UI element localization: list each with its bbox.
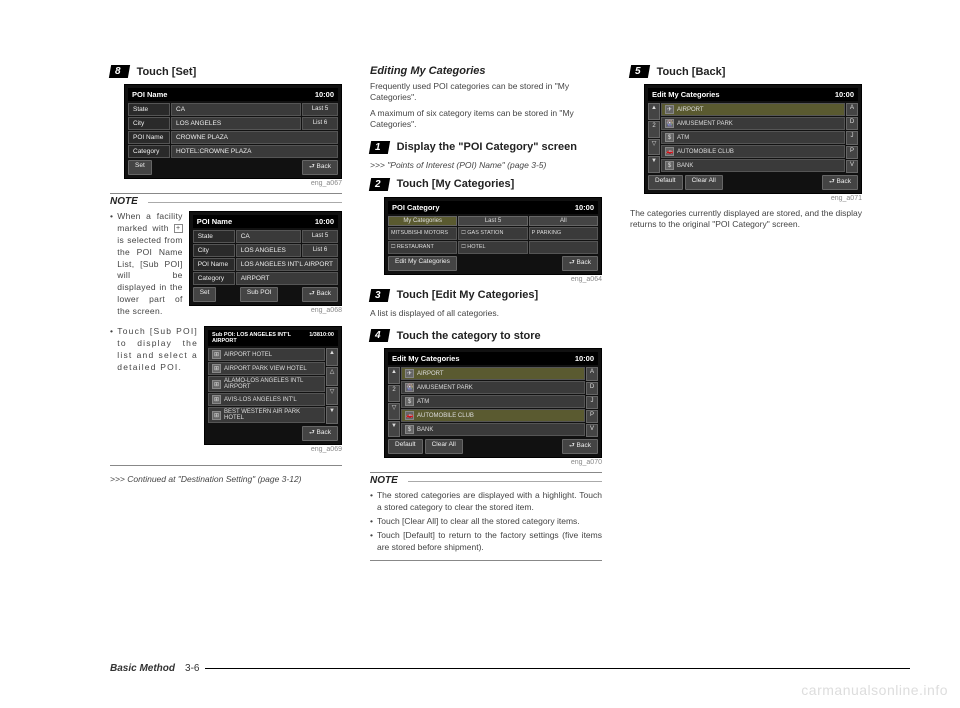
caption: eng_a069 — [204, 446, 342, 453]
intro-text: Frequently used POI categories can be st… — [370, 81, 602, 104]
caption: eng_a071 — [630, 195, 862, 202]
scrollbar[interactable]: ▲△▽▼ — [326, 348, 338, 424]
edit-categories-button[interactable]: Edit My Categories — [388, 256, 457, 271]
note-row-1: •When a facility marked with + is select… — [110, 211, 342, 320]
caption: eng_a068 — [189, 307, 342, 314]
divider — [370, 560, 602, 561]
screenshot-poi-name: POI Name10:00 StateCALast 5CityLOS ANGEL… — [124, 84, 342, 179]
back-button[interactable]: ⮐ Back — [562, 439, 598, 454]
note-row-2: •Touch [Sub POI] to display the list and… — [110, 326, 342, 459]
continued-ref: >>> Continued at "Destination Setting" (… — [110, 474, 342, 484]
reference: >>> "Points of Interest (POI) Name" (pag… — [370, 160, 602, 170]
scrollbar[interactable]: ADJPV — [586, 367, 598, 437]
page-content: 8 Touch [Set] POI Name10:00 StateCALast … — [0, 0, 960, 599]
clear-all-button[interactable]: Clear All — [425, 439, 463, 454]
step-title: Touch [Edit My Categories] — [397, 289, 539, 301]
screenshot-poi-subpoi: POI Name10:00 StateCALast 5CityLOS ANGEL… — [189, 211, 342, 306]
step-2-heading: 2 Touch [My Categories] — [370, 178, 602, 191]
plus-icon: + — [174, 224, 183, 233]
note-heading: NOTE — [110, 193, 342, 207]
step-num-icon: 5 — [629, 65, 650, 78]
section-heading: Editing My Categories — [370, 65, 602, 77]
step-num-icon: 1 — [369, 141, 390, 154]
default-button[interactable]: Default — [648, 175, 683, 190]
column-1: 8 Touch [Set] POI Name10:00 StateCALast … — [110, 65, 342, 569]
step-8-heading: 8 Touch [Set] — [110, 65, 342, 78]
screenshot-edit-categories-back: Edit My Categories10:00 ▲2▽▼ ✈AIRPORT🎡AM… — [644, 84, 862, 194]
step-body: A list is displayed of all categories. — [370, 308, 602, 319]
step-num-icon: 8 — [109, 65, 130, 78]
scrollbar[interactable]: ADJPV — [846, 103, 858, 173]
footer-title: Basic Method — [110, 663, 175, 674]
scrollbar[interactable]: ▲2▽▼ — [388, 367, 400, 437]
screenshot-edit-categories: Edit My Categories10:00 ▲2▽▼ ✈AIRPORT🎡AM… — [384, 348, 602, 458]
set-button[interactable]: Set — [193, 287, 217, 302]
footer-line — [205, 668, 910, 669]
column-3: 5 Touch [Back] Edit My Categories10:00 ▲… — [630, 65, 862, 569]
step-title: Touch the category to store — [397, 330, 541, 342]
step-num-icon: 4 — [369, 329, 390, 342]
caption: eng_a067 — [110, 180, 342, 187]
note-heading: NOTE — [370, 472, 602, 486]
screenshot-subpoi-list: Sub POI: LOS ANGELES INT'L AIRPORT1/3810… — [204, 326, 342, 445]
back-button[interactable]: ⮐ Back — [302, 287, 338, 302]
column-2: Editing My Categories Frequently used PO… — [370, 65, 602, 569]
default-button[interactable]: Default — [388, 439, 423, 454]
step-title: Touch [Back] — [657, 66, 726, 78]
step-title: Touch [My Categories] — [397, 178, 515, 190]
outro-text: The categories currently displayed are s… — [630, 208, 862, 231]
back-button[interactable]: ⮐ Back — [302, 426, 338, 441]
note-bullet: •Touch [Default] to return to the factor… — [370, 530, 602, 554]
back-button[interactable]: ⮐ Back — [302, 160, 338, 175]
back-button[interactable]: ⮐ Back — [822, 175, 858, 190]
step-4-heading: 4 Touch the category to store — [370, 329, 602, 342]
step-title: Touch [Set] — [137, 66, 197, 78]
page-footer: Basic Method 3-6 — [110, 663, 910, 674]
screenshot-poi-category: POI Category10:00 My CategoriesLast 5All… — [384, 197, 602, 275]
watermark: carmanualsonline.info — [801, 682, 948, 698]
caption: eng_a070 — [370, 459, 602, 466]
note-bullet: •Touch [Clear All] to clear all the stor… — [370, 516, 602, 528]
note-bullet: •The stored categories are displayed wit… — [370, 490, 602, 514]
set-button[interactable]: Set — [128, 160, 152, 175]
step-num-icon: 2 — [369, 178, 390, 191]
step-num-icon: 3 — [369, 289, 390, 302]
back-button[interactable]: ⮐ Back — [562, 256, 598, 271]
step-5-heading: 5 Touch [Back] — [630, 65, 862, 78]
caption: eng_a064 — [370, 276, 602, 283]
step-3-heading: 3 Touch [Edit My Categories] — [370, 289, 602, 302]
step-1-heading: 1 Display the "POI Category" screen — [370, 141, 602, 154]
page-number: 3-6 — [185, 663, 199, 674]
scrollbar[interactable]: ▲2▽▼ — [648, 103, 660, 173]
clear-all-button[interactable]: Clear All — [685, 175, 723, 190]
intro-text: A maximum of six category items can be s… — [370, 108, 602, 131]
subpoi-button[interactable]: Sub POI — [240, 287, 279, 302]
step-title: Display the "POI Category" screen — [397, 141, 577, 153]
divider — [110, 465, 342, 466]
